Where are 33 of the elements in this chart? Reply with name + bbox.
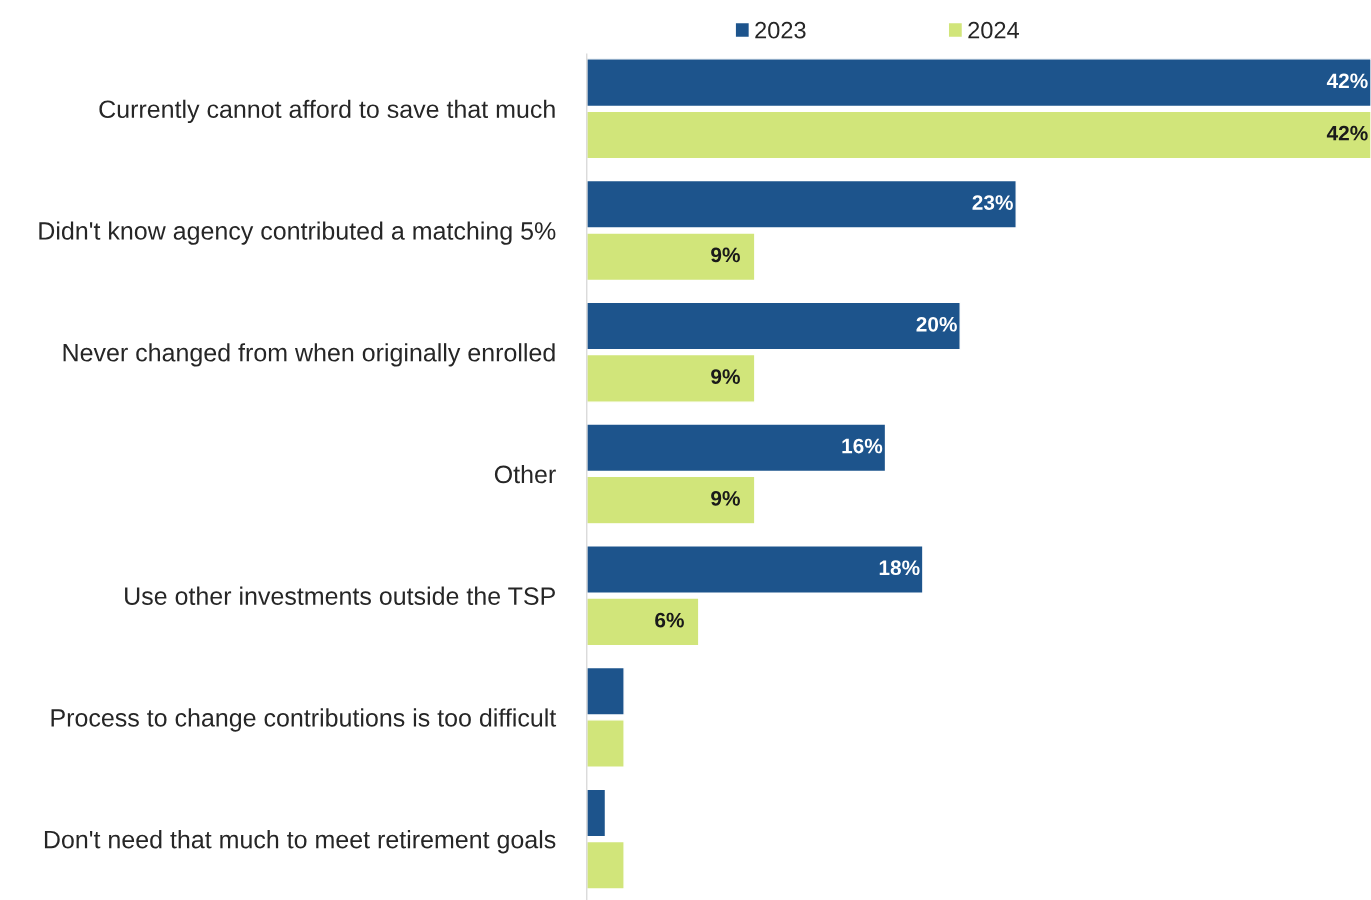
data-label: 23% (972, 195, 1013, 210)
bar (586, 597, 700, 647)
bar (586, 110, 1371, 160)
data-label: 6% (655, 612, 684, 628)
y-tick-label: Other (494, 464, 556, 484)
bar (586, 232, 756, 282)
bar (586, 353, 756, 403)
bar (586, 58, 1371, 108)
legend-label: 2024 (968, 21, 1019, 39)
data-label: 9% (711, 490, 740, 506)
bar (586, 788, 607, 838)
y-tick-label: Don't need that much to meet retirement goals (44, 830, 556, 854)
bar (586, 666, 625, 716)
data-label: 9% (711, 247, 740, 263)
y-tick-label: Currently cannot afford to save that much (99, 99, 555, 124)
data-label: 16% (842, 438, 883, 454)
data-label: 42% (1326, 73, 1368, 89)
bar (586, 475, 756, 525)
bar (586, 179, 1017, 229)
data-label: 9% (711, 369, 740, 384)
bar (586, 719, 625, 769)
data-label: 18% (879, 560, 920, 576)
data-label: 42% (1326, 125, 1368, 141)
bar (586, 423, 887, 473)
legend-label: 2023 (755, 21, 806, 39)
data-label: 20% (916, 316, 957, 332)
y-tick-label: Use other investments outside the TSP (125, 586, 555, 605)
bar (586, 301, 961, 351)
bar (586, 545, 924, 594)
y-tick-label: Process to change contributions is too difficult (51, 708, 557, 732)
y-tick-label: Didn't know agency contributed a matching 5% (39, 221, 556, 245)
bar (586, 840, 625, 890)
y-tick-label: Never changed from when originally enrolled (63, 343, 555, 367)
